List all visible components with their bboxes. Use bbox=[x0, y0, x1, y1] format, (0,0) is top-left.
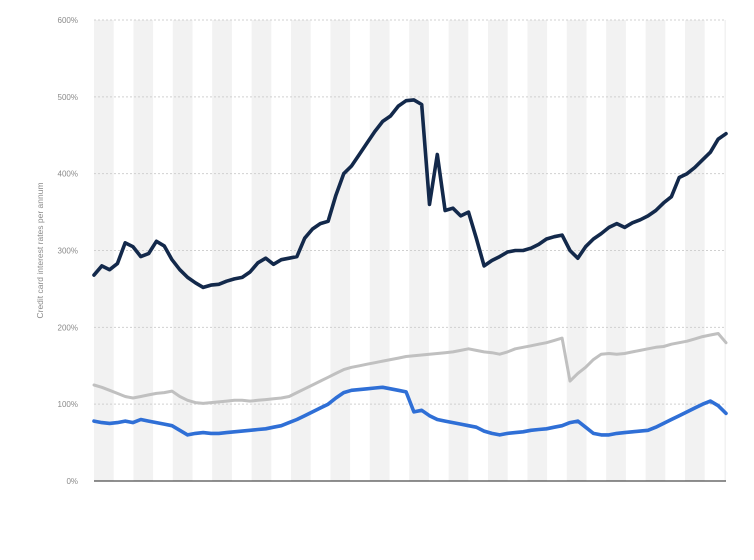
y-tick-label: 600% bbox=[58, 16, 78, 25]
y-tick-label: 100% bbox=[58, 400, 78, 409]
column-band bbox=[724, 20, 726, 481]
column-band bbox=[488, 20, 508, 481]
y-axis-tick-labels: 0% 100% 200% 300% 400% 500% 600% bbox=[58, 16, 78, 486]
series-line-3 bbox=[92, 385, 728, 437]
y-tick-label: 300% bbox=[58, 247, 78, 256]
y-tick-label: 200% bbox=[58, 323, 78, 332]
series-layer bbox=[92, 98, 728, 437]
series-line-2 bbox=[92, 332, 728, 405]
y-tick-label: 400% bbox=[58, 170, 78, 179]
y-axis-title: Credit card interest rates per annum bbox=[35, 182, 45, 318]
series-line-1 bbox=[92, 98, 728, 290]
column-band bbox=[251, 20, 272, 481]
column-band bbox=[566, 20, 587, 481]
column-band bbox=[330, 20, 351, 481]
column-band bbox=[527, 20, 548, 481]
y-tick-label: 500% bbox=[58, 93, 78, 102]
column-band bbox=[606, 20, 626, 481]
y-tick-label: 0% bbox=[66, 477, 78, 486]
